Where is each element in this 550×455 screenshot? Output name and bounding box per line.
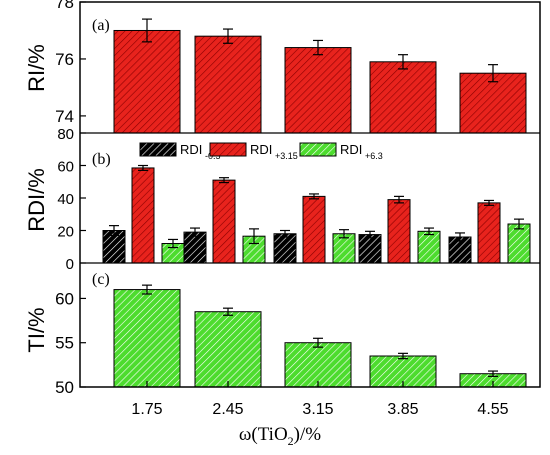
panel-c-ytick-label-50: 50 (55, 378, 74, 397)
panel-b-errorbar-rdi-3-15-1-75 (138, 164, 148, 171)
legend-item-rdi-plus-3-15: RDI +3.15 (209, 142, 298, 161)
panel-c-bar-s0-1-75 (113, 289, 181, 388)
panel-b-errorbar-rdi-0-5-2-45 (190, 227, 200, 237)
panel-c-errorbar-s0-2-45 (223, 307, 233, 316)
panel-c-ytick-label-60: 60 (55, 289, 74, 308)
panel-a-ytick-label-78: 78 (55, 0, 74, 12)
panel-b-errorbar-rdi-0-5-3-15 (280, 229, 290, 238)
panel-b: (b) RDI/% 0 20 40 60 80 RDI -0.5 RDI +3.15 R… (24, 126, 531, 273)
panel-c-label: (c) (92, 271, 110, 288)
panel-b-label: (b) (92, 151, 111, 168)
panel-b-errorbar-rdi-6-3-4-55 (514, 218, 524, 230)
panel-b-bar-rdi-3-15-3-85 (387, 199, 411, 264)
panel-a: (a) RI/% 74 76 78 (24, 0, 527, 134)
legend-swatch-rdi-minus-0-5 (139, 142, 177, 157)
panel-c-errorbar-s0-4-55 (488, 370, 498, 377)
panel-b-errorbar-rdi-6-3-3-85 (424, 227, 434, 236)
x-tick-label-4-55: 4.55 (477, 401, 508, 418)
legend: RDI -0.5 RDI +3.15 RDI +6.3 (139, 142, 383, 161)
panel-b-bar-rdi-0-5-3-85 (358, 234, 382, 264)
legend-label-rdi-plus-3-15: RDI (250, 142, 272, 157)
legend-sub-rdi-plus-6-3: +6.3 (365, 151, 383, 161)
panel-c-ytick-label-55: 55 (55, 334, 74, 353)
panel-a-errorbar-s0-3-15 (313, 39, 323, 56)
panel-b-ytick-label-60: 60 (57, 159, 74, 176)
legend-label-rdi-plus-6-3: RDI (340, 142, 362, 157)
panel-b-errorbar-rdi-6-3-3-15 (339, 229, 349, 239)
legend-swatch-rdi-plus-3-15 (209, 142, 247, 157)
panel-b-errorbar-rdi-6-3-2-45 (249, 228, 259, 245)
panel-a-bar-s0-3-15 (284, 47, 352, 134)
x-axis-label-main: ω(TiO (239, 424, 288, 445)
panel-a-errorbar-s0-3-85 (398, 54, 408, 70)
panel-a-errorbar-s0-4-55 (488, 64, 498, 83)
panel-b-errorbar-rdi-3-15-2-45 (219, 177, 229, 184)
panel-b-errorbar-rdi-6-3-1-75 (168, 238, 178, 249)
panel-a-bar-s0-3-85 (369, 61, 437, 134)
panel-b-ytick-label-40: 40 (57, 191, 74, 208)
x-axis-label-sub: 2 (288, 434, 294, 448)
panel-b-errorbar-rdi-0-5-4-55 (455, 232, 465, 242)
panel-b-errorbar-rdi-0-5-3-85 (365, 230, 375, 239)
x-axis-label: ω(TiO2)/% (239, 424, 321, 448)
panel-c: (c) TI/% 50 55 60 (24, 271, 527, 397)
panel-b-ylabel: RDI/% (24, 168, 49, 232)
panel-b-bar-rdi-3-15-2-45 (212, 179, 236, 264)
panel-b-bar-rdi-6-3-3-85 (417, 230, 441, 264)
panel-b-ytick-label-80: 80 (57, 126, 74, 143)
legend-swatch-rdi-plus-6-3 (299, 142, 337, 157)
panel-b-bar-rdi-0-5-3-15 (273, 233, 297, 264)
panel-a-bar-s0-1-75 (113, 29, 181, 134)
x-tick-label-1-75: 1.75 (131, 401, 162, 418)
panel-b-ytick-label-20: 20 (57, 224, 74, 241)
x-tick-label-3-85: 3.85 (387, 401, 418, 418)
panel-c-errorbar-s0-1-75 (142, 284, 152, 295)
panel-a-label: (a) (92, 17, 110, 34)
legend-item-rdi-minus-0-5: RDI -0.5 (139, 142, 221, 161)
panel-b-bar-rdi-3-15-3-15 (302, 195, 326, 264)
panel-b-errorbar-rdi-3-15-4-55 (484, 199, 494, 206)
panel-b-bar-rdi-3-15-4-55 (477, 202, 501, 264)
panel-b-bar-rdi-3-15-1-75 (131, 167, 155, 264)
x-tick-label-3-15: 3.15 (302, 401, 333, 418)
panel-a-ytick-label-74: 74 (55, 107, 74, 126)
panel-a-bar-s0-4-55 (459, 72, 527, 134)
legend-item-rdi-plus-6-3: RDI +6.3 (299, 142, 383, 161)
panel-b-errorbar-rdi-3-15-3-85 (394, 195, 404, 204)
figure-frame (79, 1, 541, 388)
panel-a-errorbar-s0-2-45 (223, 28, 233, 44)
x-tick-label-2-45: 2.45 (212, 401, 243, 418)
panel-c-ylabel: TI/% (24, 307, 49, 352)
panel-c-bar-s0-3-15 (284, 342, 352, 388)
panel-b-ytick-label-0: 0 (66, 256, 74, 273)
panel-a-bar-s0-2-45 (194, 35, 262, 134)
panel-b-errorbar-rdi-3-15-3-15 (309, 193, 319, 200)
legend-label-rdi-minus-0-5: RDI (180, 142, 202, 157)
legend-sub-rdi-plus-3-15: +3.15 (275, 151, 298, 161)
panel-b-bar-rdi-6-3-4-55 (507, 223, 531, 264)
x-axis-label-tail: )/% (294, 424, 322, 445)
panel-b-errorbar-rdi-0-5-1-75 (109, 225, 119, 236)
panel-a-errorbar-s0-1-75 (142, 18, 152, 43)
panel-c-bar-s0-2-45 (194, 311, 262, 388)
panel-c-errorbar-s0-3-15 (313, 337, 323, 348)
panel-c-errorbar-s0-3-85 (398, 352, 408, 360)
panel-a-ylabel: RI/% (24, 44, 49, 92)
x-tick-labels: 1.75 2.45 3.15 3.85 4.55 (131, 381, 509, 418)
panel-a-ytick-label-76: 76 (55, 50, 74, 69)
